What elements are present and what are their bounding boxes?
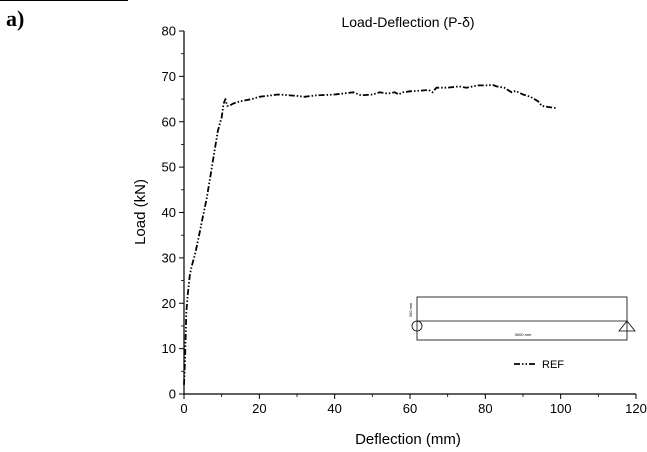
beam-length-label: 3000 mm	[515, 332, 532, 337]
beam-schematic: 300 mm 3000 mm	[408, 296, 636, 341]
y-tick-label: 60	[162, 114, 176, 129]
y-tick-label: 80	[162, 24, 176, 39]
y-tick-label: 20	[162, 296, 176, 311]
x-tick-label: 80	[478, 401, 492, 416]
legend-label-ref: REF	[542, 359, 564, 371]
beam-height-label: 300 mm	[408, 302, 413, 317]
series-layer	[183, 84, 558, 385]
legend: REF	[514, 359, 564, 371]
beam-body	[416, 296, 628, 341]
y-tick-label: 50	[162, 160, 176, 175]
panel-label: a)	[6, 6, 25, 31]
y-tick-label: 40	[162, 205, 176, 220]
y-tick-label: 30	[162, 250, 176, 265]
series-line-ref	[183, 84, 558, 385]
x-axis-label: Deflection (mm)	[355, 431, 461, 448]
x-tick-label: 100	[550, 401, 572, 416]
x-tick-label: 60	[403, 401, 417, 416]
x-tick-label: 40	[327, 401, 341, 416]
axes	[183, 31, 636, 395]
chart-title: Load-Deflection (P-δ)	[341, 14, 474, 30]
y-axis-label: Load (kN)	[132, 179, 149, 245]
roller-support-icon	[618, 320, 636, 332]
y-tick-label: 0	[169, 387, 176, 402]
x-tick-label: 120	[625, 401, 647, 416]
pin-support-icon	[411, 320, 423, 332]
y-tick-label: 70	[162, 69, 176, 84]
axis-ticks: 0 10 20 30 40 50 60 70 80 0 20 40 60 80 100 120	[162, 24, 647, 417]
x-tick-label: 20	[252, 401, 266, 416]
y-tick-label: 10	[162, 341, 176, 356]
panel-label-rule	[0, 0, 128, 1]
x-tick-label: 0	[180, 401, 187, 416]
